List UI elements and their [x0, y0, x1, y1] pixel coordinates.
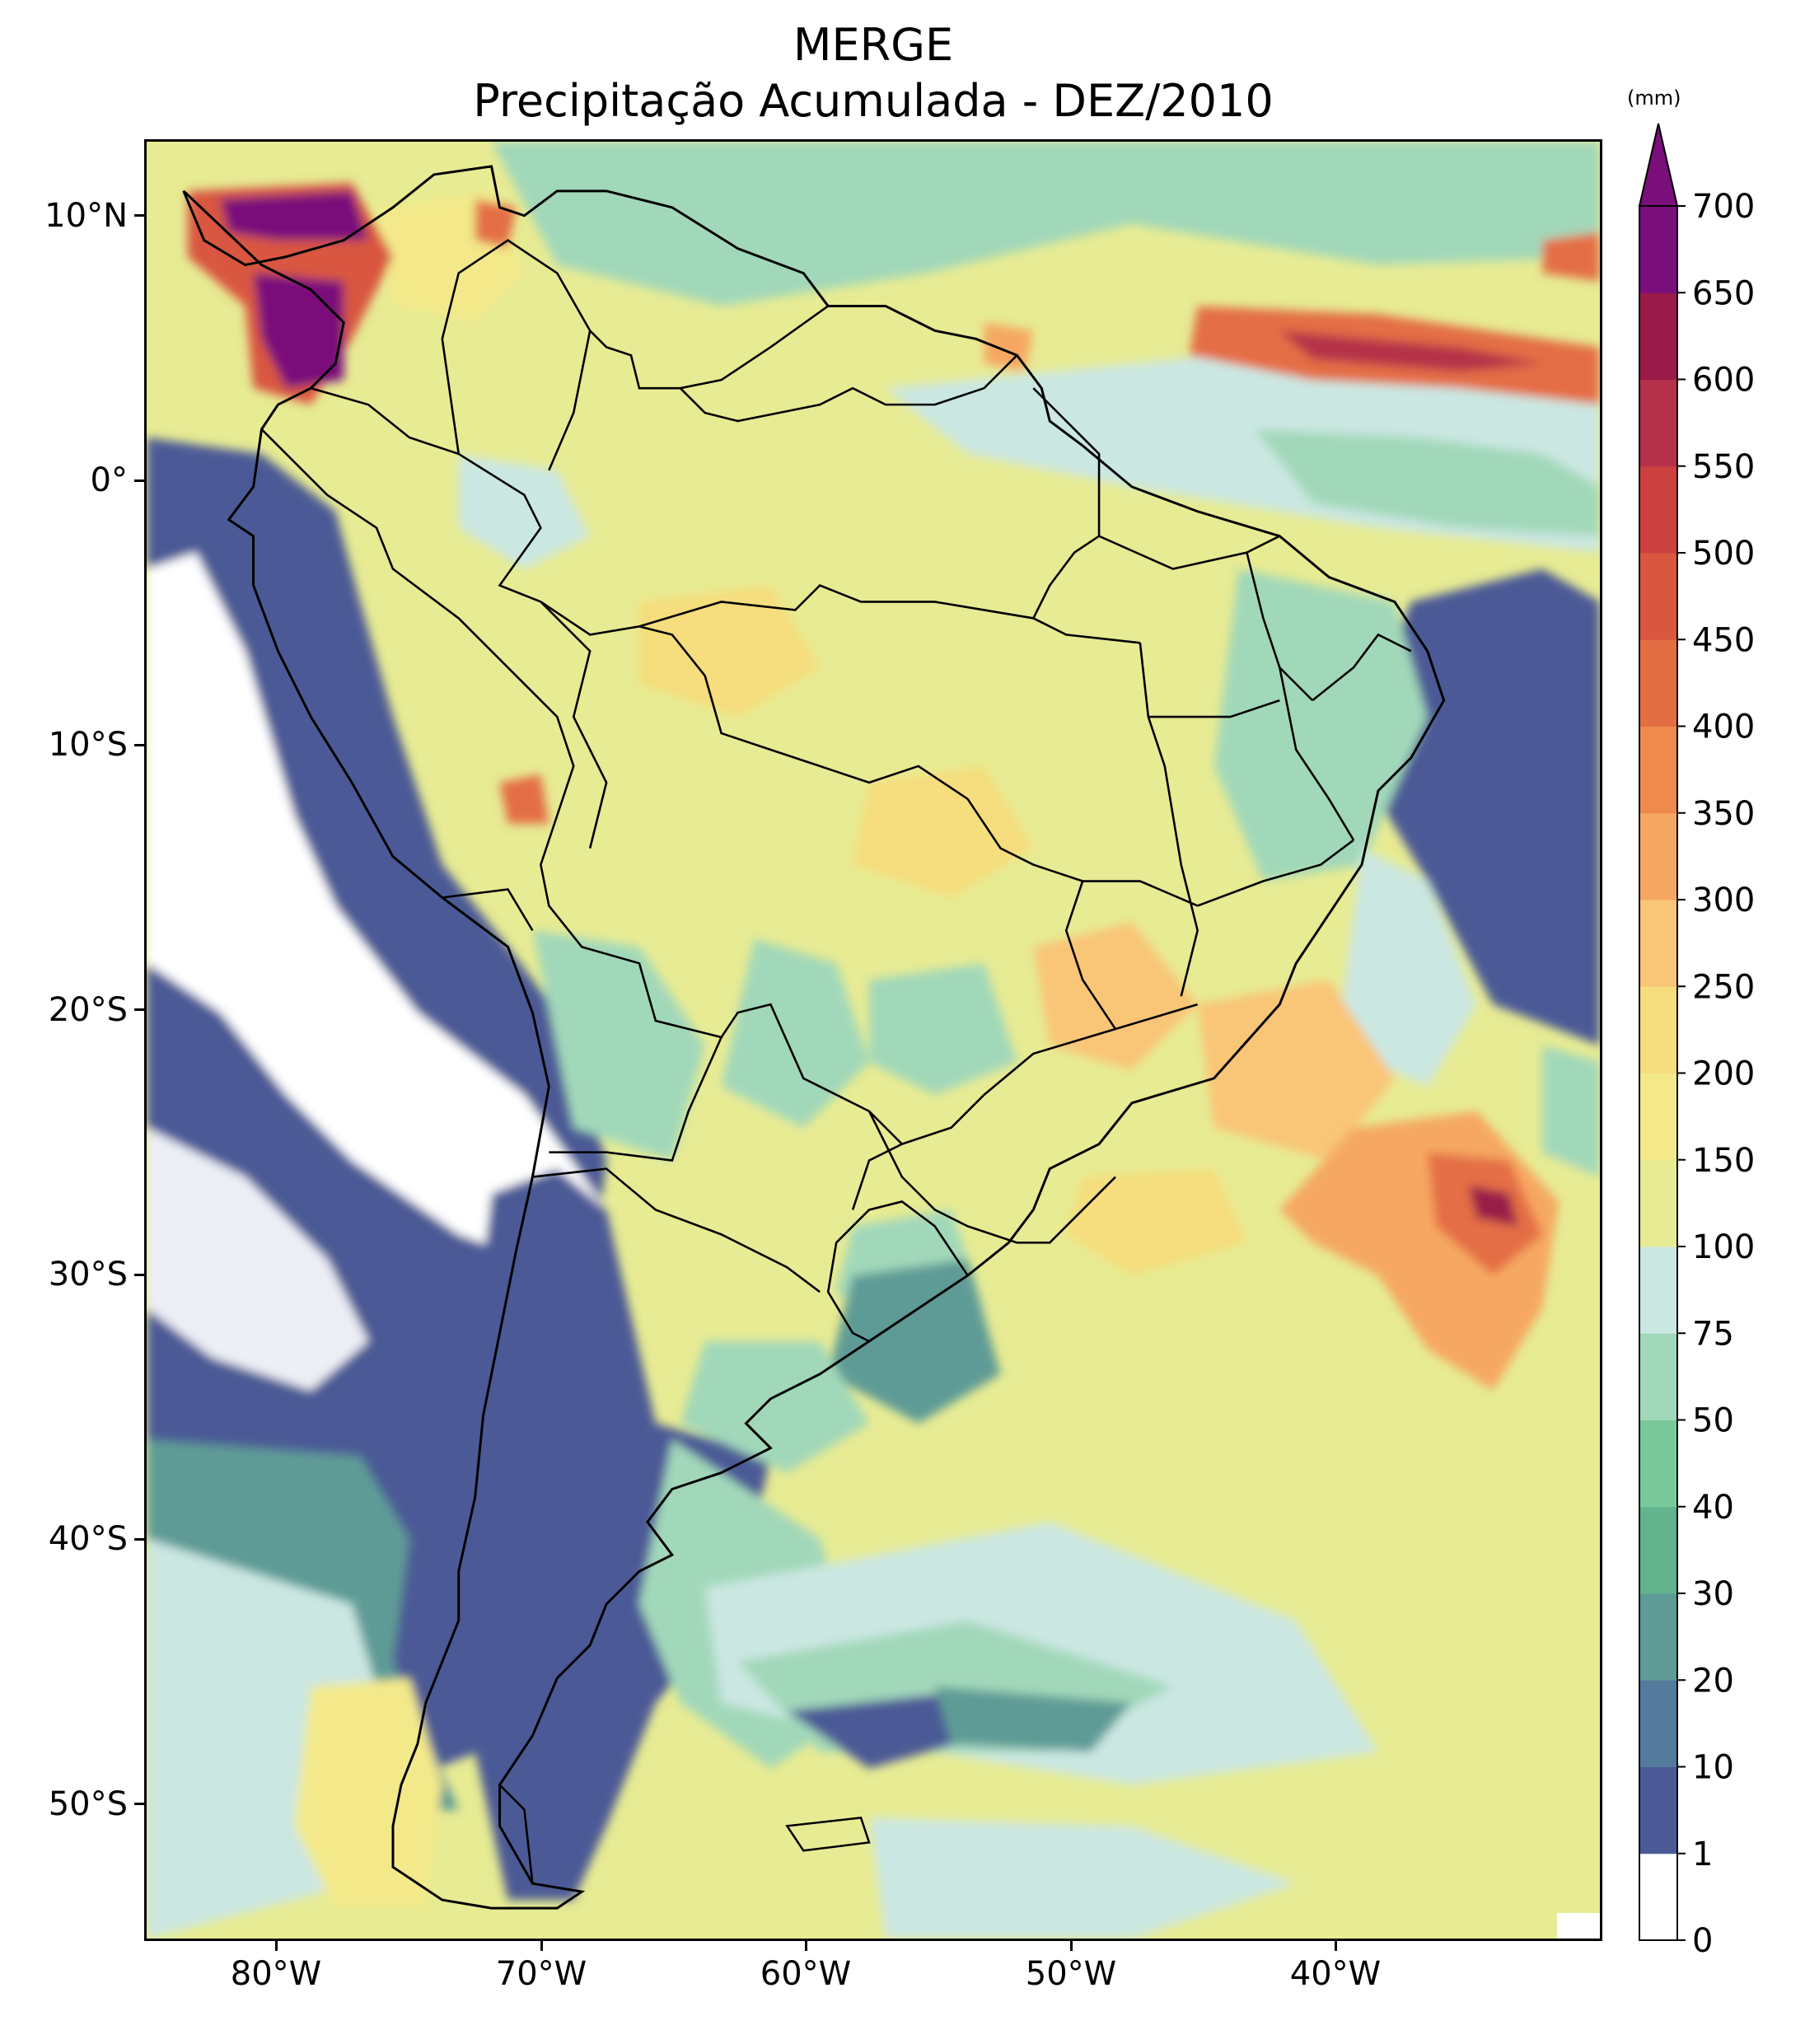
lat-label: 0° [90, 461, 128, 499]
precipitation-field [147, 142, 1600, 1939]
colorbar-tick-label: 40 [1692, 1489, 1734, 1527]
colorbar-segment [1639, 639, 1677, 727]
colorbar-segment [1639, 1506, 1677, 1594]
colorbar-segment [1639, 379, 1677, 467]
colorbar-tick-label: 350 [1692, 795, 1755, 833]
colorbar-segment [1639, 465, 1677, 554]
lon-label: 60°W [760, 1955, 852, 1993]
lat-tick [134, 1538, 144, 1541]
colorbar-segment [1639, 1680, 1677, 1767]
colorbar-tick-label: 150 [1692, 1142, 1755, 1180]
colorbar-tick-label: 100 [1692, 1228, 1755, 1266]
colorbar-tick-label: 650 [1692, 274, 1755, 312]
lon-tick [1070, 1941, 1073, 1951]
colorbar-segment [1639, 986, 1677, 1073]
colorbar-tick-label: 500 [1692, 535, 1755, 573]
colorbar-segment [1639, 1247, 1677, 1334]
colorbar-tick-label: 600 [1692, 362, 1755, 400]
colorbar-segment [1639, 1420, 1677, 1508]
colorbar-segment [1639, 900, 1677, 987]
lat-label: 10°N [44, 197, 128, 235]
lon-tick [1335, 1941, 1337, 1951]
colorbar-segment [1639, 812, 1677, 900]
lon-label: 80°W [230, 1955, 322, 1993]
colorbar-tick-label: 20 [1692, 1662, 1734, 1700]
lat-label: 20°S [48, 991, 128, 1029]
lat-label: 30°S [48, 1256, 128, 1293]
colorbar-segment [1639, 292, 1677, 380]
lat-label: 50°S [48, 1785, 128, 1823]
colorbar-tick-label: 200 [1692, 1055, 1755, 1093]
lat-tick [134, 1274, 144, 1276]
lon-label: 40°W [1289, 1955, 1382, 1993]
map-subtitle: Precipitação Acumulada - DEZ/2010 [473, 75, 1274, 127]
colorbar-tick-label: 50 [1692, 1402, 1734, 1440]
colorbar: 0 1 10 20 30 40 50 75 100 150 200 250 300 350 400 450 50… [1638, 123, 1755, 1960]
inpe-logo-graphic: INPE [1557, 1913, 1602, 1941]
lat-tick [134, 744, 144, 746]
inpe-logo: INPE [1557, 1913, 1602, 1941]
colorbar-segment [1639, 553, 1677, 640]
colorbar-segment [1639, 206, 1677, 293]
lon-tick [275, 1941, 278, 1951]
colorbar-tick-label: 75 [1692, 1315, 1734, 1353]
lat-tick [134, 1803, 144, 1805]
lat-tick [134, 1008, 144, 1011]
colorbar-segment [1639, 1073, 1677, 1161]
colorbar-segment [1639, 1853, 1677, 1941]
colorbar-tick-label: 700 [1692, 188, 1755, 226]
lon-tick [805, 1941, 807, 1951]
colorbar-segment [1639, 1766, 1677, 1855]
lat-tick [134, 479, 144, 482]
precipitation-map: INPE [144, 139, 1602, 1941]
colorbar-tick-label: 30 [1692, 1575, 1734, 1613]
colorbar-tick-label: 550 [1692, 448, 1755, 486]
colorbar-tick-label: 300 [1692, 882, 1755, 919]
map-title: MERGE [793, 19, 954, 71]
lat-label: 10°S [48, 726, 128, 764]
lon-label: 70°W [495, 1955, 587, 1993]
colorbar-segment [1639, 1159, 1677, 1247]
colorbar-tick-label: 450 [1692, 621, 1755, 659]
colorbar-tick-label: 400 [1692, 709, 1755, 746]
colorbar-segment [1639, 726, 1677, 814]
lon-tick [540, 1941, 543, 1951]
colorbar-tick-label: 0 [1692, 1922, 1713, 1960]
lat-tick [134, 214, 144, 217]
colorbar-tick-label: 250 [1692, 968, 1755, 1006]
lon-label: 50°W [1025, 1955, 1117, 1993]
lat-label: 40°S [48, 1520, 128, 1558]
colorbar-extend-arrow [1638, 123, 1679, 207]
colorbar-segment [1639, 1593, 1677, 1681]
colorbar-unit: (mm) [1627, 87, 1681, 110]
colorbar-tick-label: 10 [1692, 1749, 1734, 1787]
colorbar-tick-label: 1 [1692, 1836, 1713, 1873]
colorbar-segment [1639, 1333, 1677, 1420]
